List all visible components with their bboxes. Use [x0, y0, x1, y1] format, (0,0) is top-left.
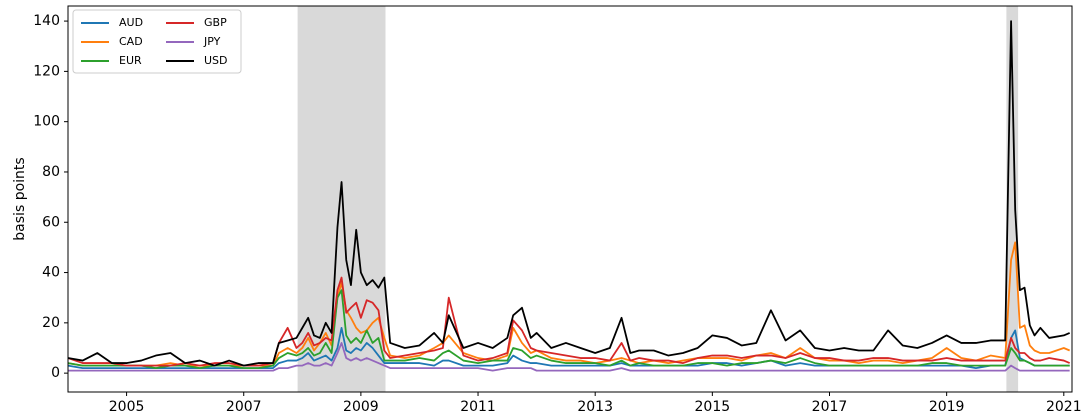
y-tick-label: 100 [33, 114, 60, 130]
shaded-region [1006, 6, 1019, 392]
series-line [67, 326, 1070, 370]
x-tick-label: 2009 [343, 399, 379, 415]
x-tick-label: 2011 [460, 399, 496, 415]
shaded-region [297, 6, 386, 392]
x-tick-label: 2021 [1046, 399, 1082, 415]
series-line [67, 276, 1071, 367]
x-tick-label: 2017 [812, 399, 848, 415]
y-tick-label: 0 [51, 365, 60, 381]
x-tick-label: 2019 [929, 399, 965, 415]
legend-label: USD [204, 54, 228, 67]
y-tick-label: 80 [42, 164, 60, 180]
series-line [68, 342, 1070, 372]
legend-label: AUD [119, 16, 143, 29]
legend-label: JPY [203, 35, 221, 48]
legend-label: GBP [204, 16, 227, 29]
x-tick-label: 2005 [109, 399, 145, 415]
y-axis-label: basis points [12, 157, 28, 240]
y-tick-label: 140 [33, 13, 60, 29]
series-line [67, 289, 1070, 370]
x-tick-label: 2007 [226, 399, 262, 415]
y-tick-label: 20 [42, 315, 60, 331]
x-tick-label: 2015 [695, 399, 731, 415]
legend-label: CAD [119, 35, 143, 48]
plot-frame [67, 5, 1073, 393]
legend-box [72, 9, 242, 74]
legend: AUD CAD EUR GBP JPY USD [72, 9, 242, 74]
y-tick-label: 120 [33, 63, 60, 79]
y-tick-label: 40 [42, 265, 60, 281]
series-line [67, 20, 1071, 367]
series-line [67, 241, 1071, 367]
y-tick-label: 60 [42, 214, 60, 230]
x-tick-label: 2013 [577, 399, 613, 415]
legend-label: EUR [119, 54, 142, 67]
